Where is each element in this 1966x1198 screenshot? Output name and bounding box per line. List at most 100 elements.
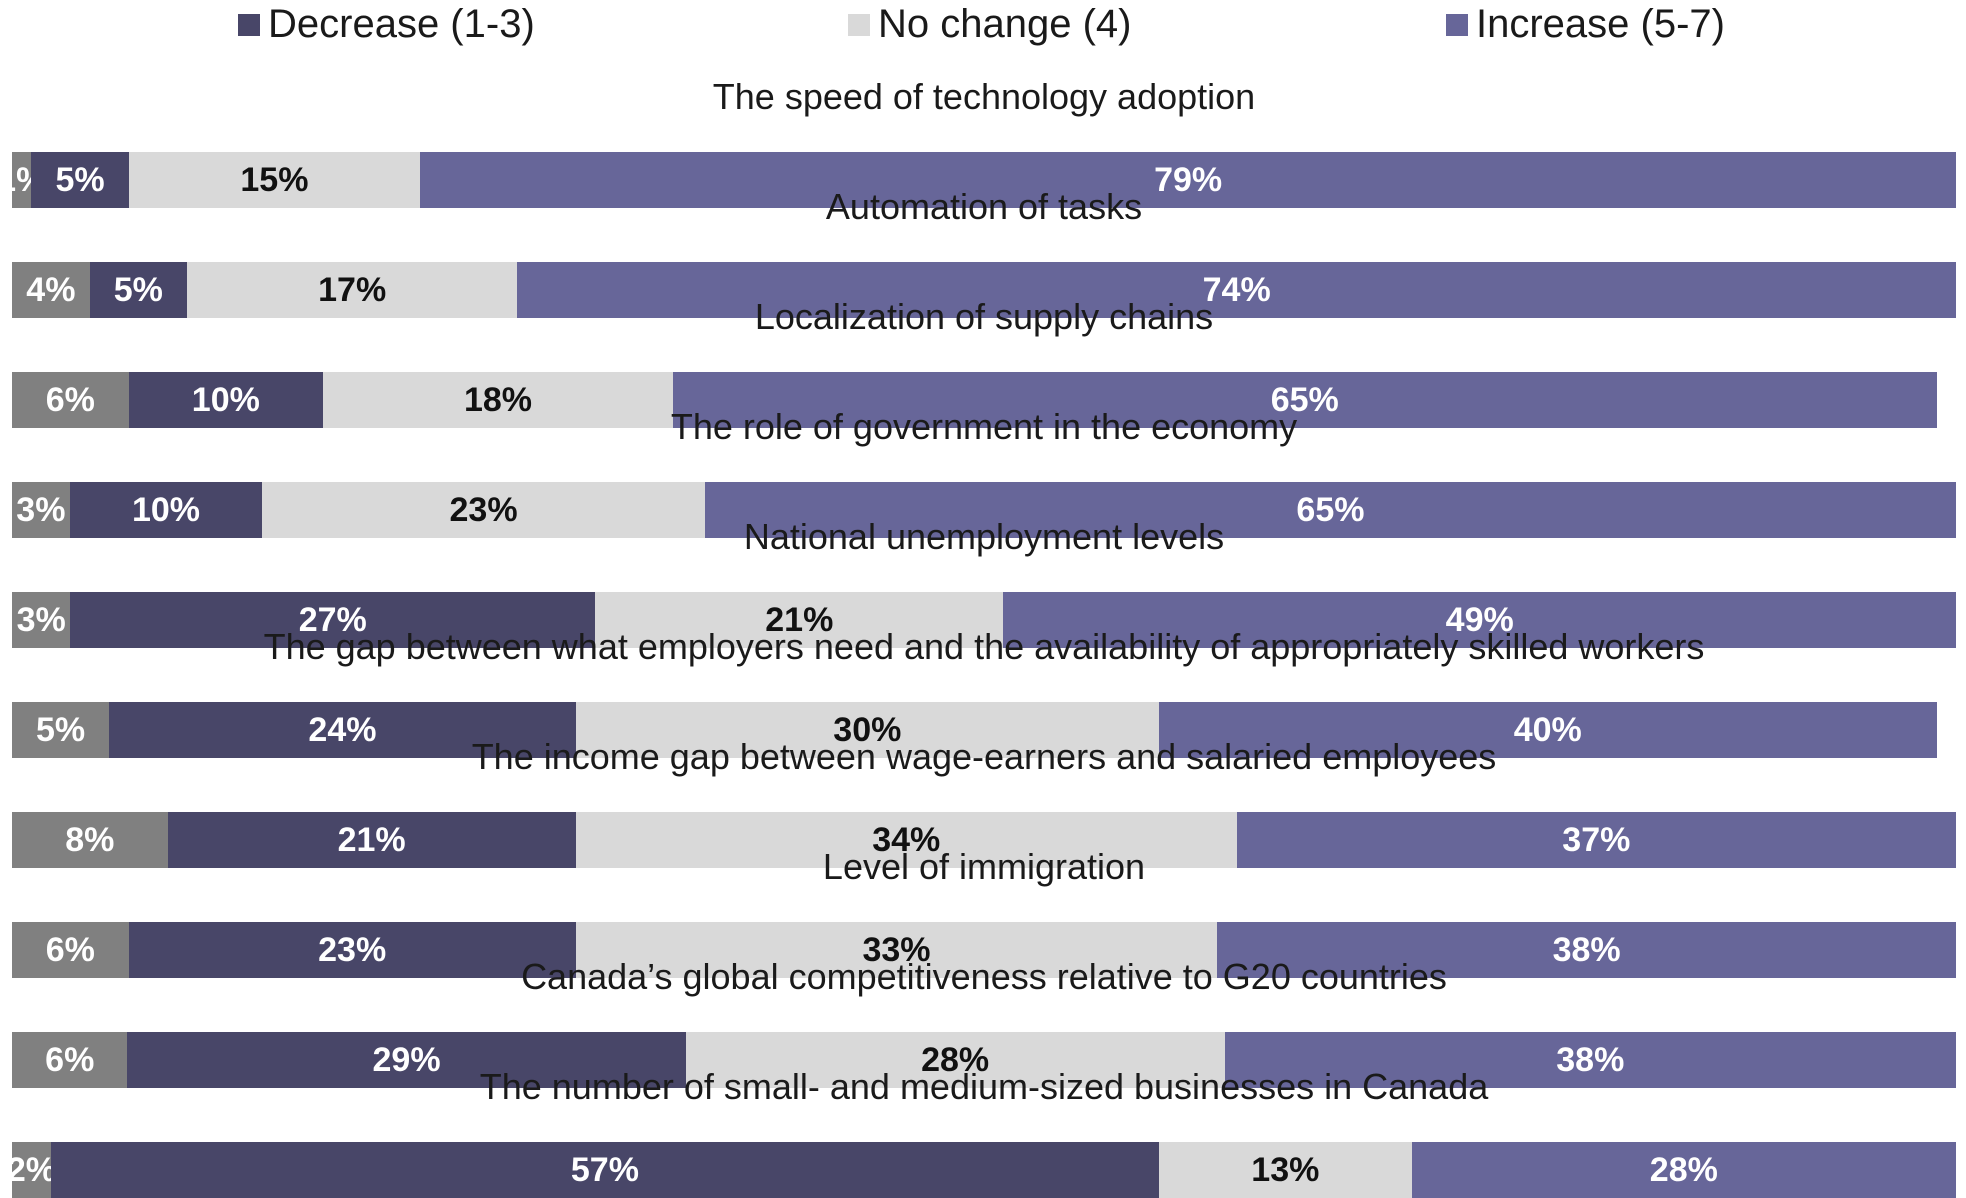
data-label: 4% — [26, 270, 76, 309]
bar-row: 6% 23% 33% 38% — [12, 922, 1956, 978]
segment-decrease: 21% — [167, 812, 576, 868]
category-label: The number of small- and medium-sized bu… — [479, 1066, 1489, 1107]
bar-row: 2% 57% 13% 28% — [7, 1142, 1956, 1198]
data-label: 21% — [337, 820, 406, 859]
legend-item-decrease: Decrease (1-3) — [238, 2, 535, 47]
data-label: 6% — [45, 1040, 95, 1079]
bar-row: 5% 24% 30% 40% — [12, 702, 1956, 758]
data-label: 3% — [16, 600, 66, 639]
bar-row: 1% 5% 15% 79% — [0, 152, 1956, 208]
segment-other: 2% — [7, 1142, 56, 1198]
data-label: 24% — [308, 710, 377, 749]
category-label: Canada’s global competitiveness relative… — [521, 956, 1447, 997]
category-label: The role of government in the economy — [670, 406, 1298, 447]
data-label: 38% — [1556, 1040, 1625, 1079]
data-label: 3% — [16, 490, 66, 529]
legend-swatch-increase — [1446, 13, 1468, 36]
segment-no-change: 21% — [595, 592, 1004, 648]
data-label: 74% — [1202, 270, 1271, 309]
bar-row: 6% 10% 18% 65% — [12, 372, 1956, 428]
segment-increase: 40% — [1158, 702, 1937, 758]
legend-label-decrease: Decrease (1-3) — [268, 2, 535, 46]
segment-no-change: 13% — [1158, 1142, 1412, 1198]
segment-decrease: 5% — [89, 262, 187, 318]
segment-other: 1% — [0, 152, 46, 208]
data-label: 29% — [372, 1040, 441, 1079]
segment-increase: 65% — [672, 372, 1937, 428]
segment-other: 6% — [12, 372, 129, 428]
segment-decrease: 10% — [69, 482, 263, 538]
bar-row: 4% 5% 17% 74% — [12, 262, 1956, 318]
category-label: The speed of technology adoption — [712, 76, 1256, 117]
segment-increase: 65% — [704, 482, 1956, 538]
segment-other: 4% — [12, 262, 90, 318]
data-label: 33% — [862, 930, 931, 969]
segment-increase: 37% — [1236, 812, 1956, 868]
data-label: 10% — [191, 380, 260, 419]
legend-swatch-no-change — [848, 13, 870, 36]
segment-no-change: 17% — [186, 262, 518, 318]
legend-item-increase: Increase (5-7) — [1446, 2, 1725, 47]
segment-other: 5% — [12, 702, 110, 758]
segment-increase: 28% — [1411, 1142, 1956, 1198]
legend-label-increase: Increase (5-7) — [1476, 2, 1725, 46]
segment-no-change: 15% — [128, 152, 421, 208]
segment-no-change: 33% — [575, 922, 1218, 978]
data-label: 40% — [1513, 710, 1582, 749]
segment-no-change: 28% — [685, 1032, 1225, 1088]
data-label: 65% — [1296, 490, 1365, 529]
segment-increase: 38% — [1224, 1032, 1956, 1088]
data-label: 57% — [570, 1150, 639, 1189]
data-label: 21% — [765, 600, 834, 639]
legend-swatch-decrease — [238, 13, 260, 36]
segment-increase: 79% — [420, 152, 1956, 208]
segment-other: 6% — [12, 922, 129, 978]
data-label: 2% — [6, 1150, 57, 1189]
data-label: 6% — [45, 380, 95, 419]
segment-no-change: 34% — [575, 812, 1237, 868]
data-label: 28% — [921, 1040, 990, 1079]
segment-decrease: 23% — [128, 922, 576, 978]
data-label: 6% — [45, 930, 95, 969]
data-label: 17% — [318, 270, 387, 309]
data-label: 34% — [872, 820, 941, 859]
legend-item-no-change: No change (4) — [848, 2, 1131, 47]
data-label: 5% — [36, 710, 86, 749]
data-label: 8% — [65, 820, 115, 859]
segment-other: 8% — [12, 812, 168, 868]
data-label: 23% — [449, 490, 518, 529]
data-label: 10% — [131, 490, 200, 529]
data-label: 28% — [1649, 1150, 1718, 1189]
segment-other: 3% — [12, 592, 71, 648]
category-label: Localization of supply chains — [754, 296, 1214, 337]
bar-row: 8% 21% 34% 37% — [12, 812, 1956, 868]
category-label: National unemployment levels — [743, 516, 1225, 557]
segment-decrease: 5% — [31, 152, 129, 208]
segment-decrease: 24% — [109, 702, 576, 758]
bar-row: 3% 27% 21% 49% — [12, 592, 1956, 648]
segment-increase: 38% — [1217, 922, 1956, 978]
data-label: 18% — [463, 380, 532, 419]
data-label: 13% — [1251, 1150, 1320, 1189]
segment-other: 3% — [12, 482, 70, 538]
data-label: 27% — [298, 600, 367, 639]
category-label: Automation of tasks — [825, 186, 1143, 227]
category-label: Level of immigration — [822, 846, 1146, 887]
category-label: The income gap between wage-earners and … — [471, 736, 1497, 777]
legend-label-no-change: No change (4) — [878, 2, 1132, 46]
category-label: The gap between what employers need and … — [263, 626, 1705, 667]
bar-row: 6% 29% 28% 38% — [12, 1032, 1956, 1088]
data-label: 79% — [1154, 160, 1223, 199]
data-label: 37% — [1562, 820, 1631, 859]
segment-no-change: 23% — [262, 482, 705, 538]
segment-decrease: 10% — [128, 372, 324, 428]
data-label: 23% — [318, 930, 387, 969]
segment-other: 6% — [12, 1032, 128, 1088]
data-label: 5% — [55, 160, 105, 199]
bar-row: 3% 10% 23% 65% — [12, 482, 1956, 538]
segment-no-change: 30% — [575, 702, 1159, 758]
data-label: 65% — [1270, 380, 1339, 419]
data-label: 30% — [833, 710, 902, 749]
data-label: 15% — [240, 160, 309, 199]
